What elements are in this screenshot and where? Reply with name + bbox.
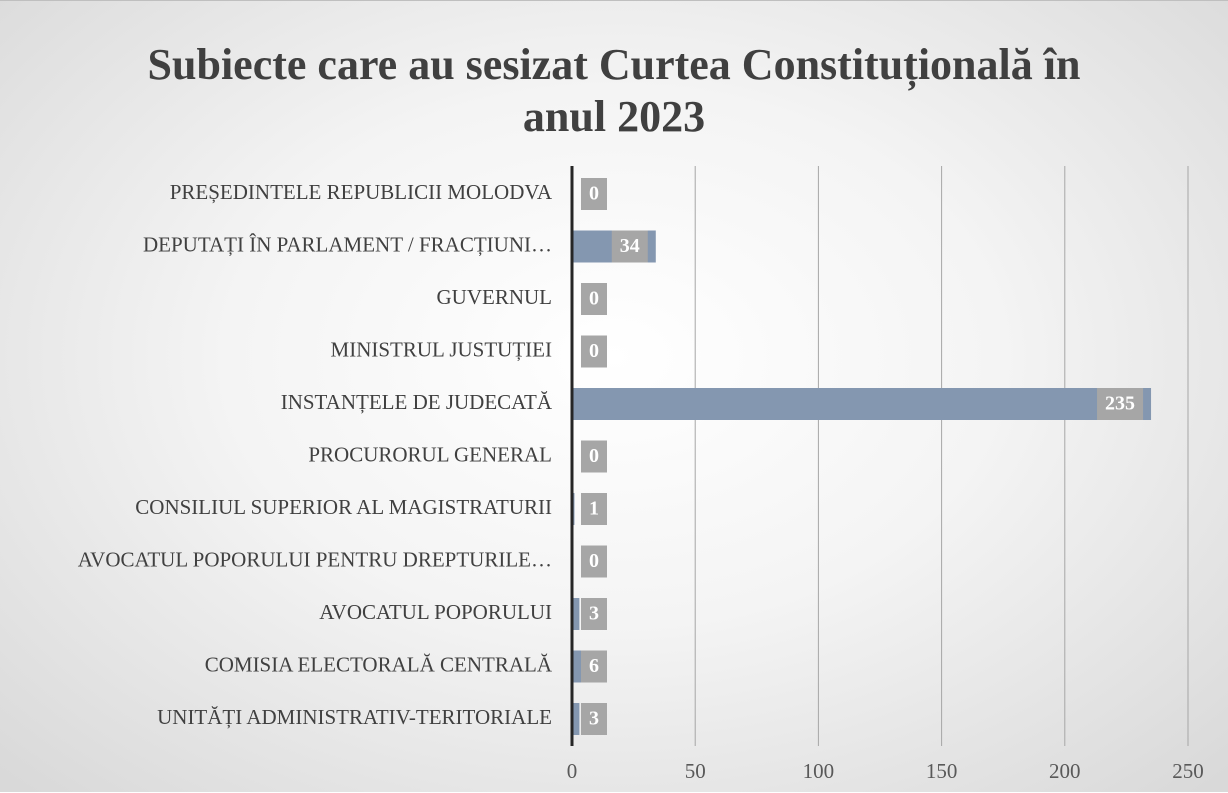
y-tick-label: UNITĂȚI ADMINISTRATIV-TERITORIALE [157,705,552,729]
value-label: 0 [589,183,599,205]
value-label-box [581,703,607,735]
value-label-box [581,335,607,368]
y-tick-label: INSTANȚELE DE JUDECATĂ [281,390,553,414]
bar [572,388,1152,420]
value-label: 6 [589,655,599,677]
y-tick-label: COMISIA ELECTORALĂ CENTRALĂ [205,652,553,676]
value-label: 235 [1105,393,1135,415]
x-tick-label: 250 [1172,759,1204,783]
value-label-box [611,230,648,263]
y-tick-label: MINISTRUL JUSTUȚIEI [331,337,552,361]
value-label: 3 [589,603,599,625]
value-label: 0 [589,550,599,572]
value-label-box [581,178,607,210]
value-label: 3 [589,708,599,730]
x-tick-label: 200 [1049,759,1081,783]
x-tick-label: 150 [926,759,958,783]
bar [572,703,580,735]
value-label: 34 [620,235,640,257]
value-label-box [581,283,607,315]
y-tick-label: DEPUTAȚI ÎN PARLAMENT / FRACȚIUNI… [143,232,552,256]
x-tick-label: 100 [803,759,835,783]
y-tick-label: AVOCATUL POPORULUI [319,600,552,624]
value-label: 1 [589,498,599,520]
x-tick-label: 50 [685,759,706,783]
y-tick-label: GUVERNUL [437,285,553,309]
value-label-box [581,545,607,578]
y-tick-label: PREȘEDINTELE REPUBLICII MOLODVA [170,180,553,204]
value-label-box [581,440,607,473]
y-tick-label: PROCURORUL GENERAL [308,442,552,466]
y-tick-label: CONSILIUL SUPERIOR AL MAGISTRATURII [135,495,552,519]
chart-title: Subiecte care au sesizat Curtea Constitu… [147,40,1081,141]
value-label-box [581,598,607,630]
value-label-box [1097,388,1144,420]
y-tick-label: AVOCATUL POPORULUI PENTRU DREPTURILE… [78,547,552,571]
value-label: 0 [589,445,599,467]
value-label: 0 [589,340,599,362]
bar [572,598,580,630]
x-tick-label: 0 [567,759,578,783]
value-label-box [581,650,607,683]
value-label: 0 [589,288,599,310]
value-label-box [581,493,607,525]
